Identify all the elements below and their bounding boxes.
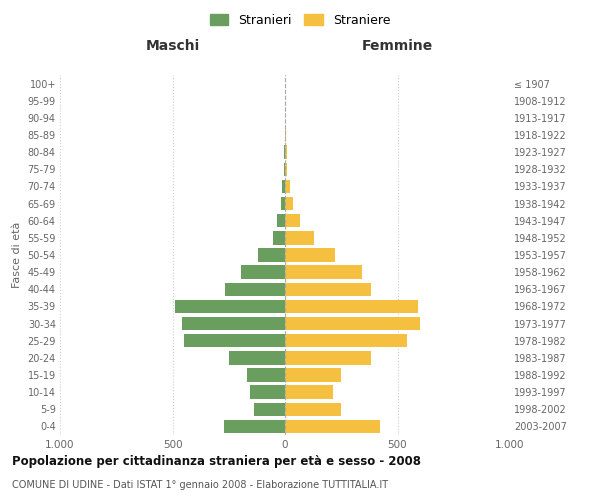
Text: Popolazione per cittadinanza straniera per età e sesso - 2008: Popolazione per cittadinanza straniera p…: [12, 455, 421, 468]
Bar: [285, 368, 341, 382]
Bar: [281, 180, 285, 193]
Bar: [285, 402, 341, 416]
Text: Maschi: Maschi: [145, 40, 200, 54]
Bar: [258, 248, 285, 262]
Y-axis label: Fasce di età: Fasce di età: [12, 222, 22, 288]
Bar: [285, 248, 335, 262]
Bar: [285, 317, 420, 330]
Bar: [224, 420, 285, 433]
Bar: [175, 300, 285, 313]
Bar: [285, 146, 287, 159]
Bar: [285, 266, 361, 279]
Bar: [254, 402, 285, 416]
Bar: [247, 368, 285, 382]
Bar: [285, 334, 407, 347]
Bar: [285, 420, 380, 433]
Bar: [272, 231, 285, 244]
Bar: [281, 197, 285, 210]
Legend: Stranieri, Straniere: Stranieri, Straniere: [205, 8, 395, 32]
Bar: [226, 282, 285, 296]
Bar: [284, 162, 285, 176]
Bar: [285, 282, 371, 296]
Bar: [285, 300, 418, 313]
Bar: [284, 146, 285, 159]
Bar: [184, 334, 285, 347]
Bar: [285, 197, 293, 210]
Bar: [285, 231, 314, 244]
Bar: [241, 266, 285, 279]
Text: COMUNE DI UDINE - Dati ISTAT 1° gennaio 2008 - Elaborazione TUTTITALIA.IT: COMUNE DI UDINE - Dati ISTAT 1° gennaio …: [12, 480, 388, 490]
Bar: [229, 351, 285, 364]
Bar: [250, 386, 285, 399]
Bar: [285, 214, 299, 228]
Bar: [285, 386, 334, 399]
Bar: [277, 214, 285, 228]
Text: Femmine: Femmine: [362, 40, 433, 54]
Bar: [285, 128, 286, 141]
Bar: [285, 180, 290, 193]
Bar: [182, 317, 285, 330]
Bar: [285, 351, 371, 364]
Bar: [285, 162, 287, 176]
